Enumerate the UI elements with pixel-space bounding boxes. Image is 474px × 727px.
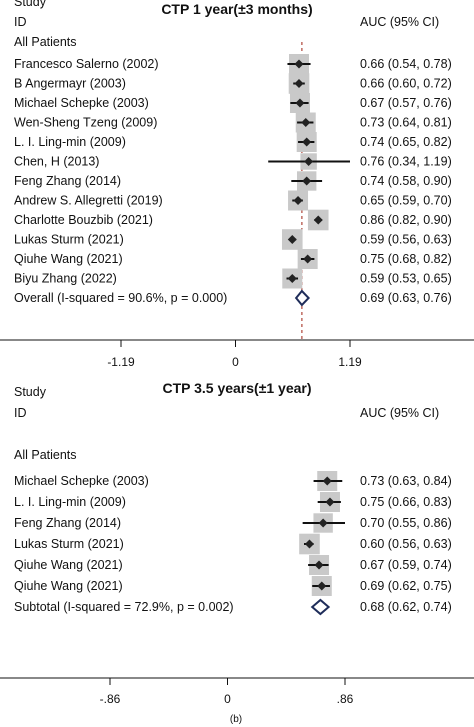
panel2-study-point-estimate — [322, 476, 332, 486]
panel2-study-point-estimate — [304, 539, 314, 549]
panel2-x-axis-tick-label: .86 — [337, 692, 354, 706]
panel2-study-ci-text: 0.75 (0.66, 0.83) — [360, 495, 452, 509]
panel1-study-ci-text: 0.65 (0.59, 0.70) — [360, 194, 452, 208]
figure-label: (b) — [230, 714, 242, 725]
panel1-overall-label: Overall (I-squared = 90.6%, p = 0.000) — [14, 291, 227, 305]
panel1-header-id: ID — [14, 15, 27, 29]
panel2-overall-diamond — [310, 598, 331, 616]
panel1-study-label: Qiuhe Wang (2021) — [14, 252, 123, 266]
panel1-x-axis-tick-label: 0 — [232, 355, 239, 369]
panel2-study-label: Lukas Sturm (2021) — [14, 537, 124, 551]
panel1-study-label: Andrew S. Allegretti (2019) — [14, 194, 163, 208]
panel2-study-ci-text: 0.70 (0.55, 0.86) — [360, 516, 452, 530]
panel1-study-point-estimate — [304, 157, 314, 166]
panel1-study-ci-text: 0.86 (0.82, 0.90) — [360, 213, 452, 227]
panel1-study-point-estimate — [313, 215, 323, 225]
panel1-study-label: Feng Zhang (2014) — [14, 174, 121, 188]
panel2-study-ci-text: 0.67 (0.59, 0.74) — [360, 558, 452, 572]
panel1-chart-title: CTP 1 year(±3 months) — [161, 1, 312, 17]
panel2-study-ci-text: 0.60 (0.56, 0.63) — [360, 537, 452, 551]
panel1-study-ci-text: 0.74 (0.65, 0.82) — [360, 135, 452, 149]
panel2-study-label: Feng Zhang (2014) — [14, 516, 121, 530]
panel2-group-label: All Patients — [14, 448, 77, 462]
panel1-study-point-estimate — [293, 196, 303, 205]
panel1-study-label: B Angermayr (2003) — [14, 77, 126, 91]
panel1-study-point-estimate — [287, 235, 297, 244]
panel2-overall-label: Subtotal (I-squared = 72.9%, p = 0.002) — [14, 600, 234, 614]
panel2-header-effect: AUC (95% CI) — [360, 406, 439, 420]
panel1-study-point-estimate — [294, 79, 304, 88]
panel1-study-ci-text: 0.66 (0.54, 0.78) — [360, 57, 452, 71]
panel2-study-ci-text: 0.73 (0.63, 0.84) — [360, 474, 452, 488]
panel2-study-ci-text: 0.69 (0.62, 0.75) — [360, 579, 452, 593]
panel2-header-study: Study — [14, 385, 47, 399]
panel2-study-label: Michael Schepke (2003) — [14, 474, 149, 488]
panel1-study-point-estimate — [302, 137, 312, 147]
panel1-group-label: All Patients — [14, 35, 77, 49]
panel2-x-axis-tick-label: 0 — [224, 692, 231, 706]
panel2-study-point-estimate — [317, 581, 327, 591]
panel1-study-label: Biyu Zhang (2022) — [14, 272, 117, 286]
panel1-study-label: L. I. Ling-min (2009) — [14, 135, 126, 149]
panel1-x-axis-tick-label: 1.19 — [338, 355, 362, 369]
panel1-overall-diamond — [294, 289, 311, 307]
panel1-study-point-estimate — [301, 118, 311, 127]
panel1-study-ci-text: 0.67 (0.57, 0.76) — [360, 96, 452, 110]
panel2-study-label: L. I. Ling-min (2009) — [14, 495, 126, 509]
panel1-study-ci-text: 0.74 (0.58, 0.90) — [360, 174, 452, 188]
panel1-study-point-estimate — [294, 59, 304, 69]
panel1-x-axis-tick-label: -1.19 — [107, 355, 135, 369]
panel1-study-label: Michael Schepke (2003) — [14, 96, 149, 110]
panel1-study-ci-text: 0.66 (0.60, 0.72) — [360, 77, 452, 91]
panel1-study-label: Wen-Sheng Tzeng (2009) — [14, 116, 157, 130]
panel1-study-point-estimate — [287, 274, 297, 283]
panel2-overall-ci-text: 0.68 (0.62, 0.74) — [360, 600, 452, 614]
panel2-study-label: Qiuhe Wang (2021) — [14, 579, 123, 593]
panel2-chart-title: CTP 3.5 years(±1 year) — [162, 380, 311, 396]
panel1-study-label: Lukas Sturm (2021) — [14, 233, 124, 247]
panel1-header-effect: AUC (95% CI) — [360, 15, 439, 29]
panel1-study-label: Charlotte Bouzbib (2021) — [14, 213, 153, 227]
panel1-study-ci-text: 0.59 (0.53, 0.65) — [360, 272, 452, 286]
panel2-study-point-estimate — [314, 560, 324, 570]
panel1-study-point-estimate — [295, 98, 305, 108]
panel2-study-point-estimate — [318, 518, 328, 528]
panel1-study-ci-text: 0.75 (0.68, 0.82) — [360, 252, 452, 266]
panel1-study-ci-text: 0.76 (0.34, 1.19) — [360, 155, 452, 169]
panel2-x-axis-tick-label: -.86 — [100, 692, 121, 706]
panel1-header-study: Study — [14, 0, 47, 9]
panel1-study-ci-text: 0.73 (0.64, 0.81) — [360, 116, 452, 130]
panel1-study-label: Francesco Salerno (2002) — [14, 57, 159, 71]
panel1-study-point-estimate — [302, 176, 312, 186]
panel1-study-point-estimate — [303, 254, 313, 264]
panel1-overall-ci-text: 0.69 (0.63, 0.76) — [360, 291, 452, 305]
panel2-header-id: ID — [14, 406, 27, 420]
panel1-study-ci-text: 0.59 (0.56, 0.63) — [360, 233, 452, 247]
panel1-study-label: Chen, H (2013) — [14, 155, 99, 169]
panel2-study-point-estimate — [325, 497, 335, 507]
panel2-study-label: Qiuhe Wang (2021) — [14, 558, 123, 572]
